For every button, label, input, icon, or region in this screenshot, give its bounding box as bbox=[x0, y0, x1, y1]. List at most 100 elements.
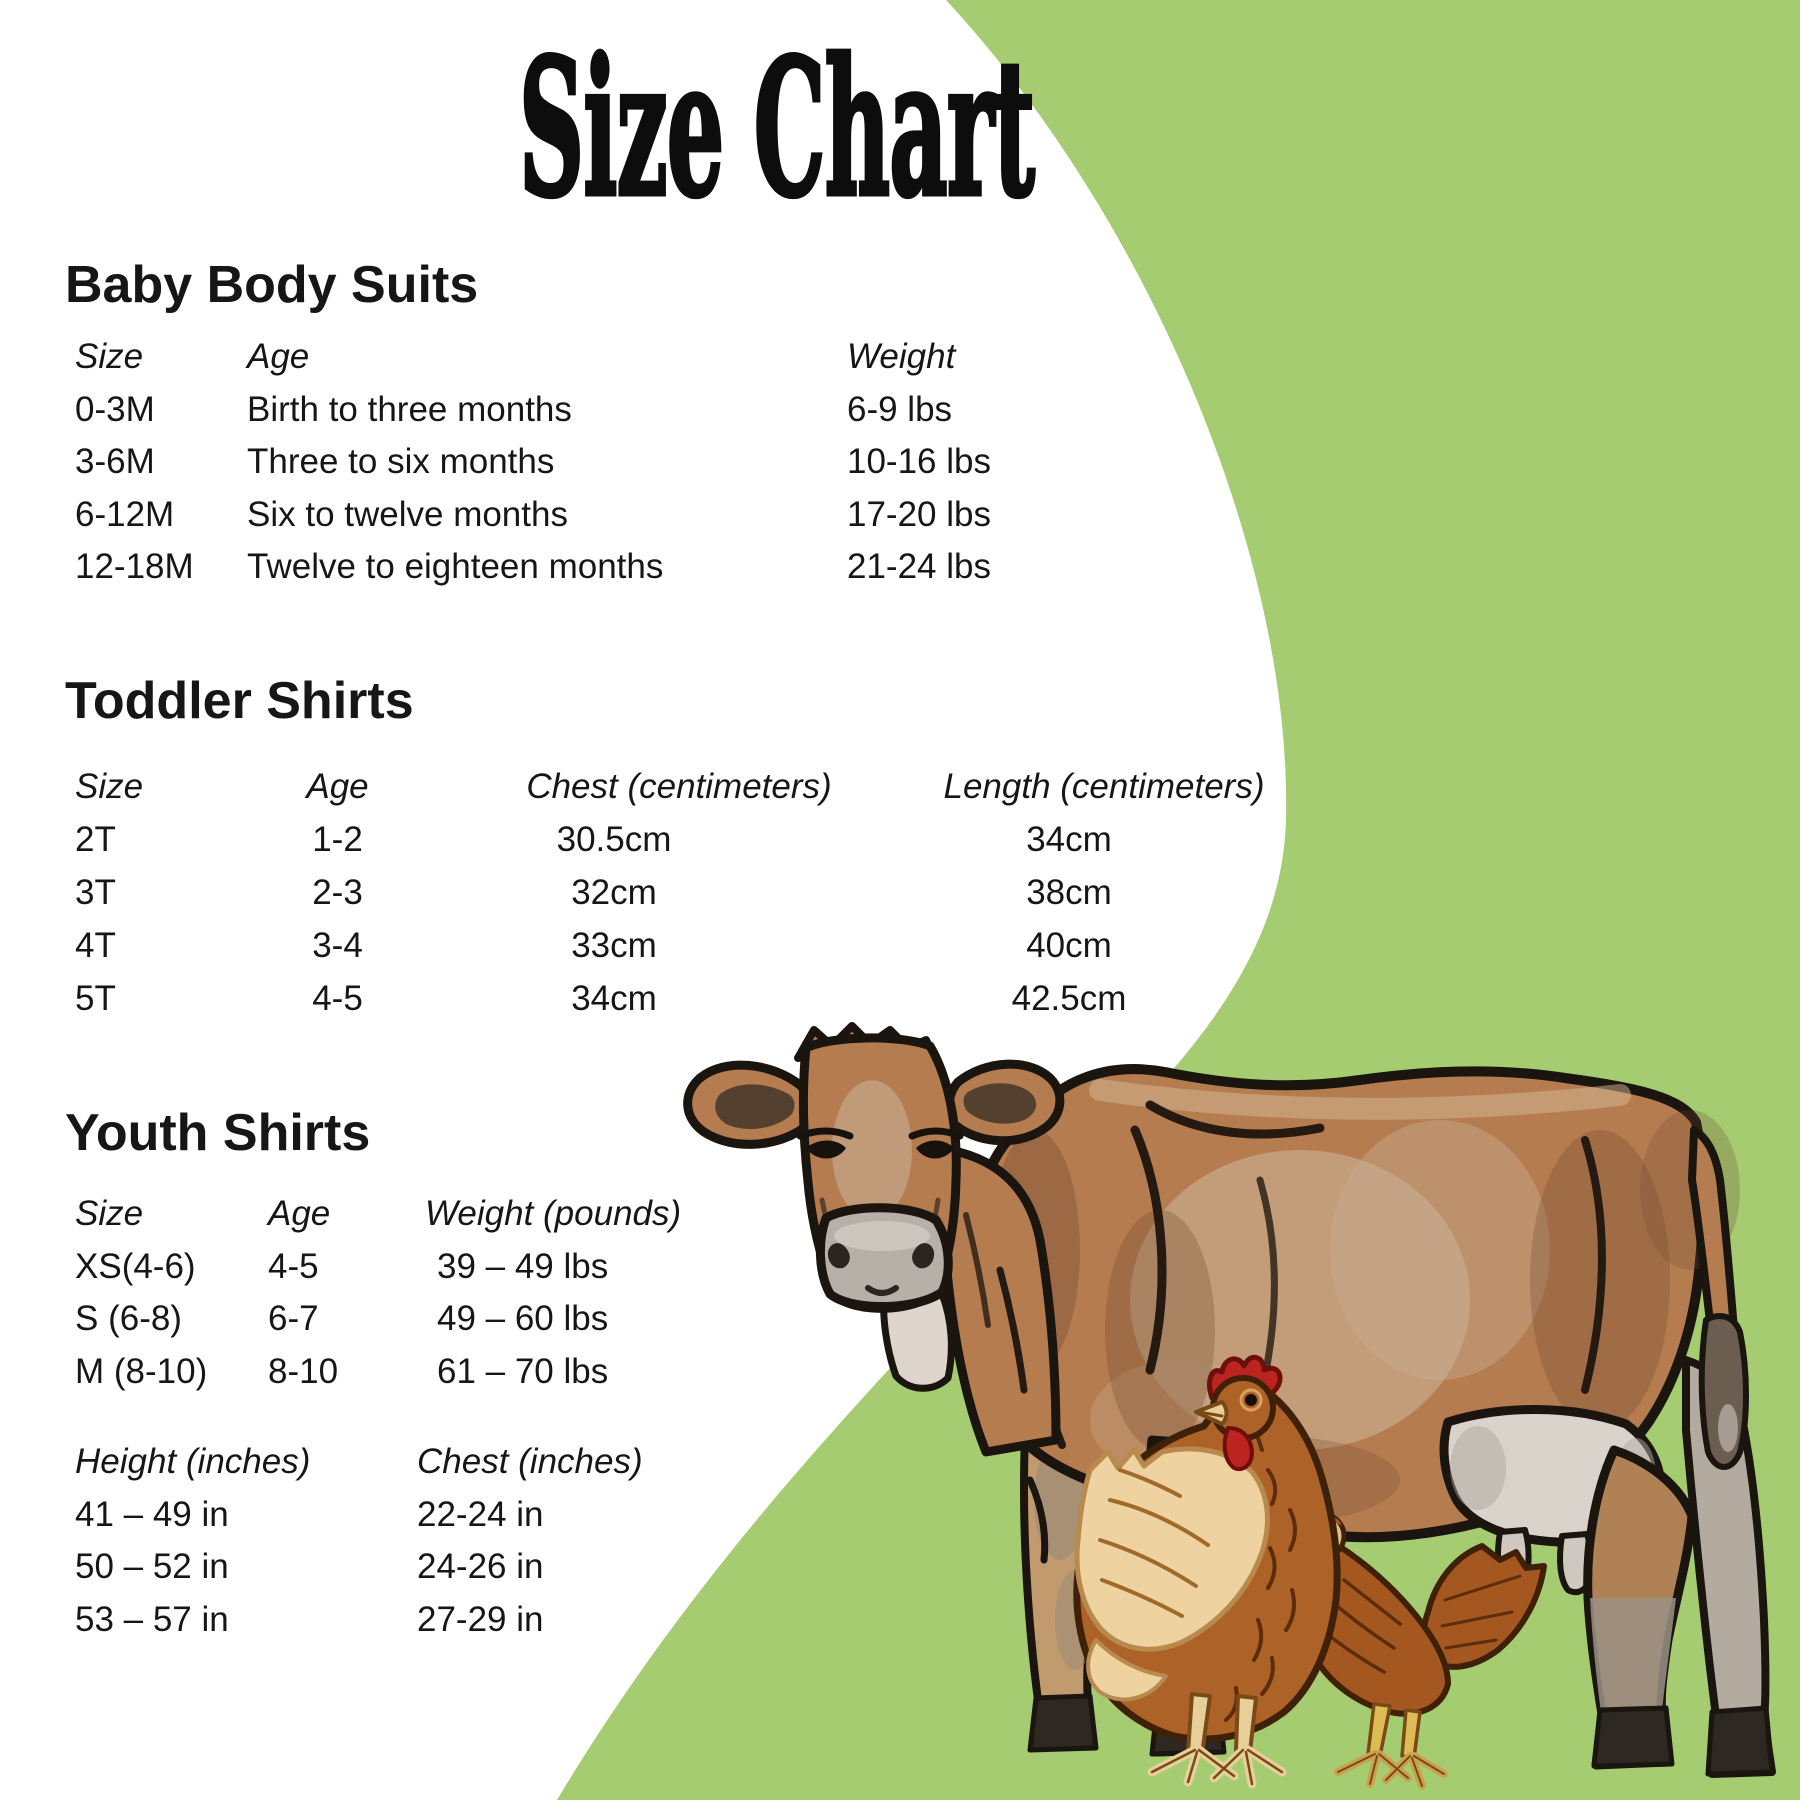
column-header: Size bbox=[75, 337, 144, 376]
table-cell: 4T bbox=[75, 926, 116, 965]
table-cell: 8-10 bbox=[268, 1351, 339, 1391]
table-cell: 6-12M bbox=[75, 494, 175, 534]
table-cell: 3-6M bbox=[75, 442, 155, 481]
table-cell: 41 – 49 in bbox=[75, 1494, 229, 1534]
column-header: Size bbox=[75, 767, 144, 806]
beak-line bbox=[1197, 1410, 1224, 1418]
cow-head bbox=[683, 1022, 1065, 1313]
table-cell: S (6-8) bbox=[75, 1299, 182, 1338]
feather-scallops bbox=[1224, 1468, 1297, 1722]
back-highlight bbox=[1089, 1079, 1631, 1120]
right-nostril bbox=[912, 1243, 935, 1269]
withers-line bbox=[1145, 1100, 1325, 1139]
forehead-highlight bbox=[832, 1080, 912, 1220]
toddler-section-heading: Toddler Shirts bbox=[65, 672, 414, 730]
column-header: Weight bbox=[847, 337, 956, 376]
column-header: Chest (inches) bbox=[417, 1442, 643, 1481]
big-hen-illustration bbox=[1073, 1354, 1341, 1789]
dewlap-line bbox=[996, 1266, 1028, 1394]
right-ear-inner bbox=[963, 1083, 1037, 1124]
mouth-line bbox=[865, 1285, 899, 1296]
table-cell: 12-18M bbox=[75, 547, 194, 586]
eye-ring bbox=[1239, 1388, 1263, 1412]
table-cell: 53 – 57 in bbox=[75, 1599, 229, 1639]
table-cell: Three to six months bbox=[247, 442, 555, 481]
table-cell: 10-16 lbs bbox=[847, 442, 991, 481]
hind-leg-gray bbox=[1590, 1598, 1676, 1713]
table-cell: 50 – 52 in bbox=[75, 1547, 229, 1586]
page-title-wrap: Size Chart bbox=[0, 16, 1554, 242]
table-cell: 32cm bbox=[571, 873, 657, 912]
rib-line bbox=[1256, 1176, 1278, 1394]
table-cell: 2T bbox=[75, 820, 116, 859]
table-cell: 27-29 in bbox=[417, 1599, 544, 1639]
table-cell: 21-24 lbs bbox=[847, 547, 991, 586]
table-cell: 6-7 bbox=[268, 1299, 319, 1338]
right-brow bbox=[908, 1127, 964, 1140]
cow-tail bbox=[1688, 1126, 1738, 1342]
table-cell: 22-24 in bbox=[417, 1494, 544, 1534]
table-cell: XS(4-6) bbox=[75, 1246, 196, 1286]
dewlap-line bbox=[963, 1212, 991, 1328]
cow-right-eye bbox=[916, 1140, 954, 1159]
column-header: Size bbox=[75, 1194, 144, 1233]
table-cell: 61 – 70 lbs bbox=[437, 1351, 609, 1391]
table-cell: 4-5 bbox=[268, 1246, 319, 1286]
table-cell: 5T bbox=[75, 979, 116, 1018]
table-cell: 34cm bbox=[1026, 820, 1112, 859]
table-cell: 17-20 lbs bbox=[847, 494, 991, 534]
table-cell: 2-3 bbox=[312, 873, 363, 912]
cow-hoof bbox=[1027, 1693, 1099, 1753]
table-cell: 34cm bbox=[571, 979, 657, 1018]
table-cell: 40cm bbox=[1026, 926, 1112, 965]
cow-illustration bbox=[683, 1022, 1776, 1778]
table-cell: M (8-10) bbox=[75, 1351, 208, 1391]
udder-shade bbox=[1450, 1426, 1506, 1510]
tail-feather-lines bbox=[1440, 1574, 1522, 1650]
youth-size-table: Size Age Weight (pounds) XS(4-6) 4-5 39 … bbox=[75, 1188, 755, 1398]
column-header: Age bbox=[268, 1194, 331, 1233]
toddler-size-table: Size Age Chest (centimeters) Length (cen… bbox=[75, 760, 1314, 1025]
youth-section-heading: Youth Shirts bbox=[65, 1104, 371, 1162]
left-ear-inner bbox=[715, 1084, 795, 1129]
small-hen-toe-lines bbox=[1337, 1753, 1445, 1787]
big-hen-eye bbox=[1245, 1394, 1257, 1406]
white-blob-panel bbox=[0, 0, 1287, 1800]
table-cell: Twelve to eighteen months bbox=[247, 547, 664, 586]
left-brow bbox=[796, 1127, 854, 1140]
column-header: Length (centimeters) bbox=[943, 767, 1265, 806]
table-cell: Six to twelve months bbox=[247, 494, 568, 534]
table-cell: 24-26 in bbox=[417, 1547, 544, 1586]
table-cell: 42.5cm bbox=[1011, 979, 1127, 1018]
table-cell: 30.5cm bbox=[556, 820, 672, 859]
table-cell: 33cm bbox=[571, 926, 657, 965]
wing-streaks bbox=[1098, 1468, 1210, 1618]
table-cell: 1-2 bbox=[312, 820, 363, 859]
cow-hoof bbox=[1591, 1705, 1675, 1769]
column-header: Age bbox=[247, 337, 310, 376]
baby-section-heading: Baby Body Suits bbox=[65, 256, 479, 314]
table-cell: Birth to three months bbox=[247, 389, 572, 429]
column-header: Age bbox=[306, 767, 369, 806]
column-header: Chest (centimeters) bbox=[526, 767, 832, 806]
big-hen-wattle bbox=[1222, 1426, 1254, 1471]
page-title: Size Chart bbox=[518, 16, 1036, 242]
left-nostril bbox=[827, 1243, 850, 1269]
table-cell: 4-5 bbox=[312, 979, 363, 1018]
column-header: Height (inches) bbox=[75, 1442, 311, 1481]
shoulder-line bbox=[1130, 1125, 1167, 1375]
big-hen-toe-lines bbox=[1150, 1748, 1284, 1786]
table-cell: 3T bbox=[75, 873, 116, 912]
table-cell: 39 – 49 lbs bbox=[437, 1246, 609, 1286]
cow-left-eye bbox=[806, 1140, 846, 1159]
table-cell: 49 – 60 lbs bbox=[437, 1299, 609, 1338]
cow-hoof bbox=[1705, 1705, 1775, 1777]
coat-highlight bbox=[1330, 1120, 1550, 1380]
big-hen-thigh-fluff bbox=[1086, 1638, 1168, 1702]
baby-size-table: Size Age Weight 0-3M Birth to three mont… bbox=[75, 331, 1047, 594]
table-cell: 6-9 lbs bbox=[847, 389, 953, 429]
youth-measurement-table: Height (inches) Chest (inches) 41 – 49 i… bbox=[75, 1436, 695, 1646]
table-cell: 3-4 bbox=[312, 926, 363, 965]
